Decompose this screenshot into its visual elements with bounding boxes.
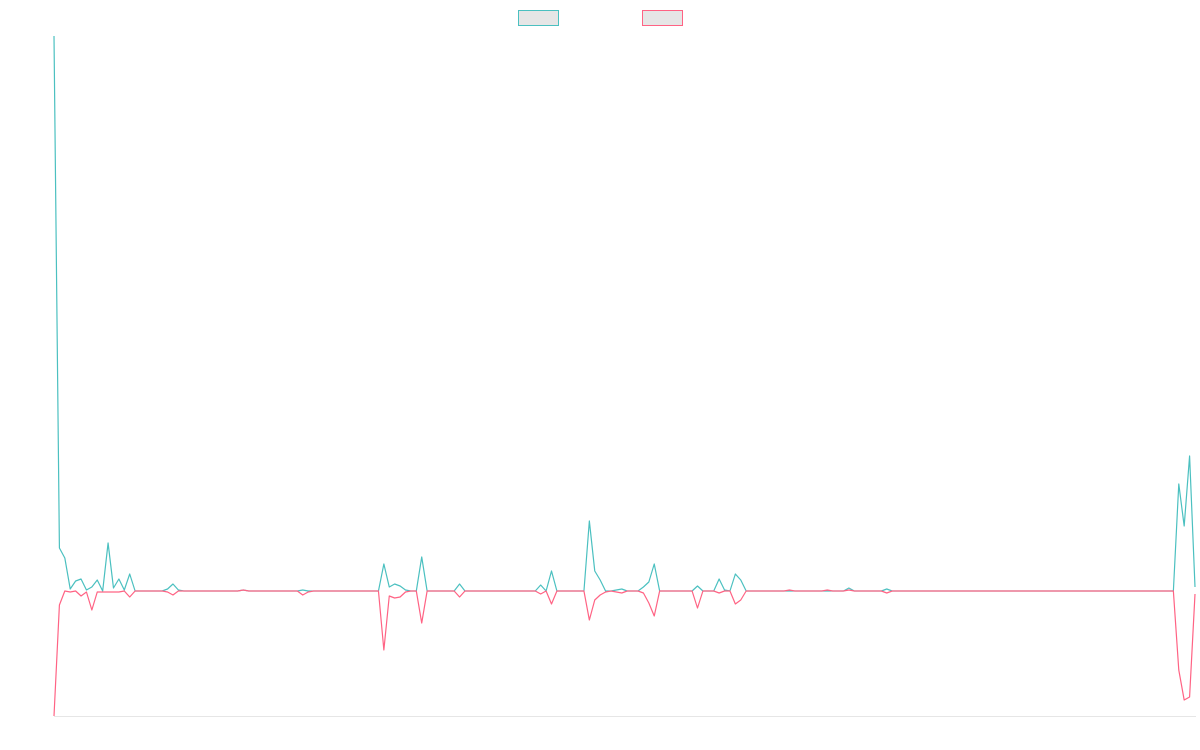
legend-swatch — [518, 10, 559, 26]
line-series — [53, 35, 1196, 592]
line-series — [53, 589, 1196, 717]
legend-swatch — [642, 10, 683, 26]
